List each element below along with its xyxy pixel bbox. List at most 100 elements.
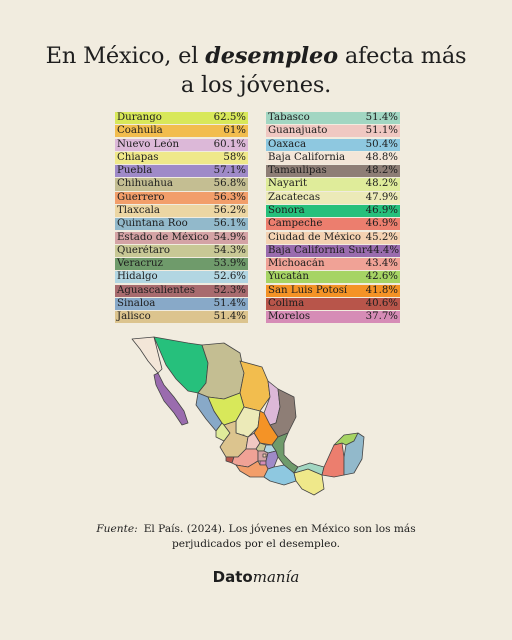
state-row: Quintana Roo 56.1% — [115, 218, 248, 231]
state-row: Querétaro 54.3% — [115, 244, 248, 257]
state-row: Veracruz 53.9% — [115, 258, 248, 271]
title-emphasis: desempleo — [205, 43, 338, 69]
state-value: 50.4% — [365, 138, 398, 150]
state-row: Guanajuato 51.1% — [266, 125, 400, 138]
state-name: Sonora — [268, 205, 305, 217]
title-line2: a los jóvenes. — [180, 72, 332, 98]
state-value: 61% — [223, 125, 246, 137]
state-row: Nayarit 48.2% — [266, 178, 400, 191]
state-row: Aguascalientes 52.3% — [115, 284, 248, 297]
state-value: 56.1% — [213, 218, 246, 230]
map-state-morelos — [259, 460, 267, 466]
source-line1: El País. (2024). Los jóvenes en México s… — [143, 523, 416, 535]
state-name: Guanajuato — [268, 125, 328, 137]
state-row: Guerrero 56.3% — [115, 191, 248, 204]
state-value: 53.9% — [213, 258, 246, 270]
state-name: Michoacán — [268, 258, 325, 270]
state-name: Durango — [117, 112, 162, 124]
state-row: Hidalgo 52.6% — [115, 271, 248, 284]
state-row: San Luis Potosí 41.8% — [266, 284, 400, 297]
state-row: Oaxaca 50.4% — [266, 138, 400, 151]
state-name: Campeche — [268, 218, 323, 230]
mexico-map-svg — [131, 336, 365, 496]
state-name: Nayarit — [268, 178, 308, 190]
title-suffix: afecta más — [337, 43, 467, 69]
state-row: Yucatán 42.6% — [266, 271, 400, 284]
state-row: Tamaulipas 48.2% — [266, 165, 400, 178]
states-table-right: Tabasco 51.4% Guanajuato 51.1% Oaxaca 50.4% Ba… — [266, 112, 400, 325]
state-name: Puebla — [117, 165, 153, 177]
page-title: En México, el desempleo afecta más a los… — [0, 42, 512, 100]
state-name: Querétaro — [117, 244, 171, 256]
state-row: Baja California 48.8% — [266, 151, 400, 164]
state-value: 56.2% — [213, 205, 246, 217]
state-row: Sinaloa 51.4% — [115, 297, 248, 311]
state-value: 52.3% — [213, 284, 246, 296]
state-row: Durango 62.5% — [115, 112, 248, 125]
state-value: 43.4% — [365, 258, 398, 270]
state-name: Estado de México — [117, 231, 209, 243]
state-value: 42.6% — [365, 271, 398, 283]
map-state-quintana-roo — [343, 432, 365, 476]
state-row: Ciudad de México 45.2% — [266, 231, 400, 244]
brand-logo: Datomanía — [0, 568, 512, 586]
state-row: Jalisco 51.4% — [115, 311, 248, 324]
map-state-guerrero — [235, 460, 269, 478]
state-name: Ciudad de México — [268, 231, 362, 243]
state-value: 46.9% — [365, 205, 398, 217]
map-state-campeche — [321, 442, 345, 478]
state-name: Morelos — [268, 311, 311, 323]
state-value: 37.7% — [365, 311, 398, 323]
state-value: 51.4% — [213, 297, 246, 309]
state-value: 54.9% — [213, 231, 246, 243]
state-row: Estado de México 54.9% — [115, 231, 248, 244]
state-value: 60.1% — [213, 138, 246, 150]
state-name: Yucatán — [268, 271, 309, 283]
brand-part1: Dato — [212, 568, 253, 586]
state-name: Aguascalientes — [117, 284, 195, 296]
state-name: Zacatecas — [268, 191, 321, 203]
state-row: Baja California Sur 44.4% — [266, 244, 400, 257]
state-value: 62.5% — [213, 112, 246, 124]
state-name: Guerrero — [117, 191, 165, 203]
state-row: Chiapas 58% — [115, 151, 248, 164]
map-state-baja-california-sur — [153, 372, 189, 426]
state-value: 44.4% — [366, 244, 400, 256]
state-value: 40.6% — [365, 297, 398, 309]
state-name: Coahuila — [117, 125, 163, 137]
state-value: 41.8% — [365, 284, 398, 296]
state-name: Baja California Sur — [268, 244, 367, 256]
state-value: 54.3% — [213, 244, 246, 256]
states-table-left: Durango 62.5% Coahuila 61% Nuevo León 60.1% Ch… — [115, 112, 248, 325]
state-name: San Luis Potosí — [268, 284, 348, 296]
state-row: Colima 40.6% — [266, 297, 400, 311]
map-state-coahuila — [239, 360, 271, 412]
source-label: Fuente: — [96, 523, 138, 535]
state-name: Chiapas — [117, 151, 159, 163]
state-value: 56.3% — [213, 191, 246, 203]
state-value: 52.6% — [213, 271, 246, 283]
state-name: Veracruz — [117, 258, 163, 270]
state-value: 51.4% — [213, 311, 246, 323]
state-value: 48.2% — [365, 178, 398, 190]
brand-part2: manía — [252, 568, 300, 586]
state-name: Oaxaca — [268, 138, 307, 150]
state-name: Tlaxcala — [117, 205, 160, 217]
state-value: 57.1% — [213, 165, 246, 177]
state-row: Nuevo León 60.1% — [115, 138, 248, 151]
state-name: Sinaloa — [117, 297, 156, 309]
state-row: Tabasco 51.4% — [266, 112, 400, 125]
state-name: Nuevo León — [117, 138, 180, 150]
state-name: Quintana Roo — [117, 218, 188, 230]
state-value: 51.1% — [365, 125, 398, 137]
source-line2: perjudicados por el desempleo. — [171, 538, 341, 550]
state-row: Chihuahua 56.8% — [115, 178, 248, 191]
state-value: 48.8% — [365, 151, 398, 163]
state-value: 46.9% — [365, 218, 398, 230]
state-name: Baja California — [268, 151, 346, 163]
state-name: Chihuahua — [117, 178, 174, 190]
state-value: 51.4% — [365, 112, 398, 124]
map-state-ciudad-de-mexico — [262, 453, 267, 458]
state-value: 56.8% — [213, 178, 246, 190]
state-name: Colima — [268, 297, 305, 309]
